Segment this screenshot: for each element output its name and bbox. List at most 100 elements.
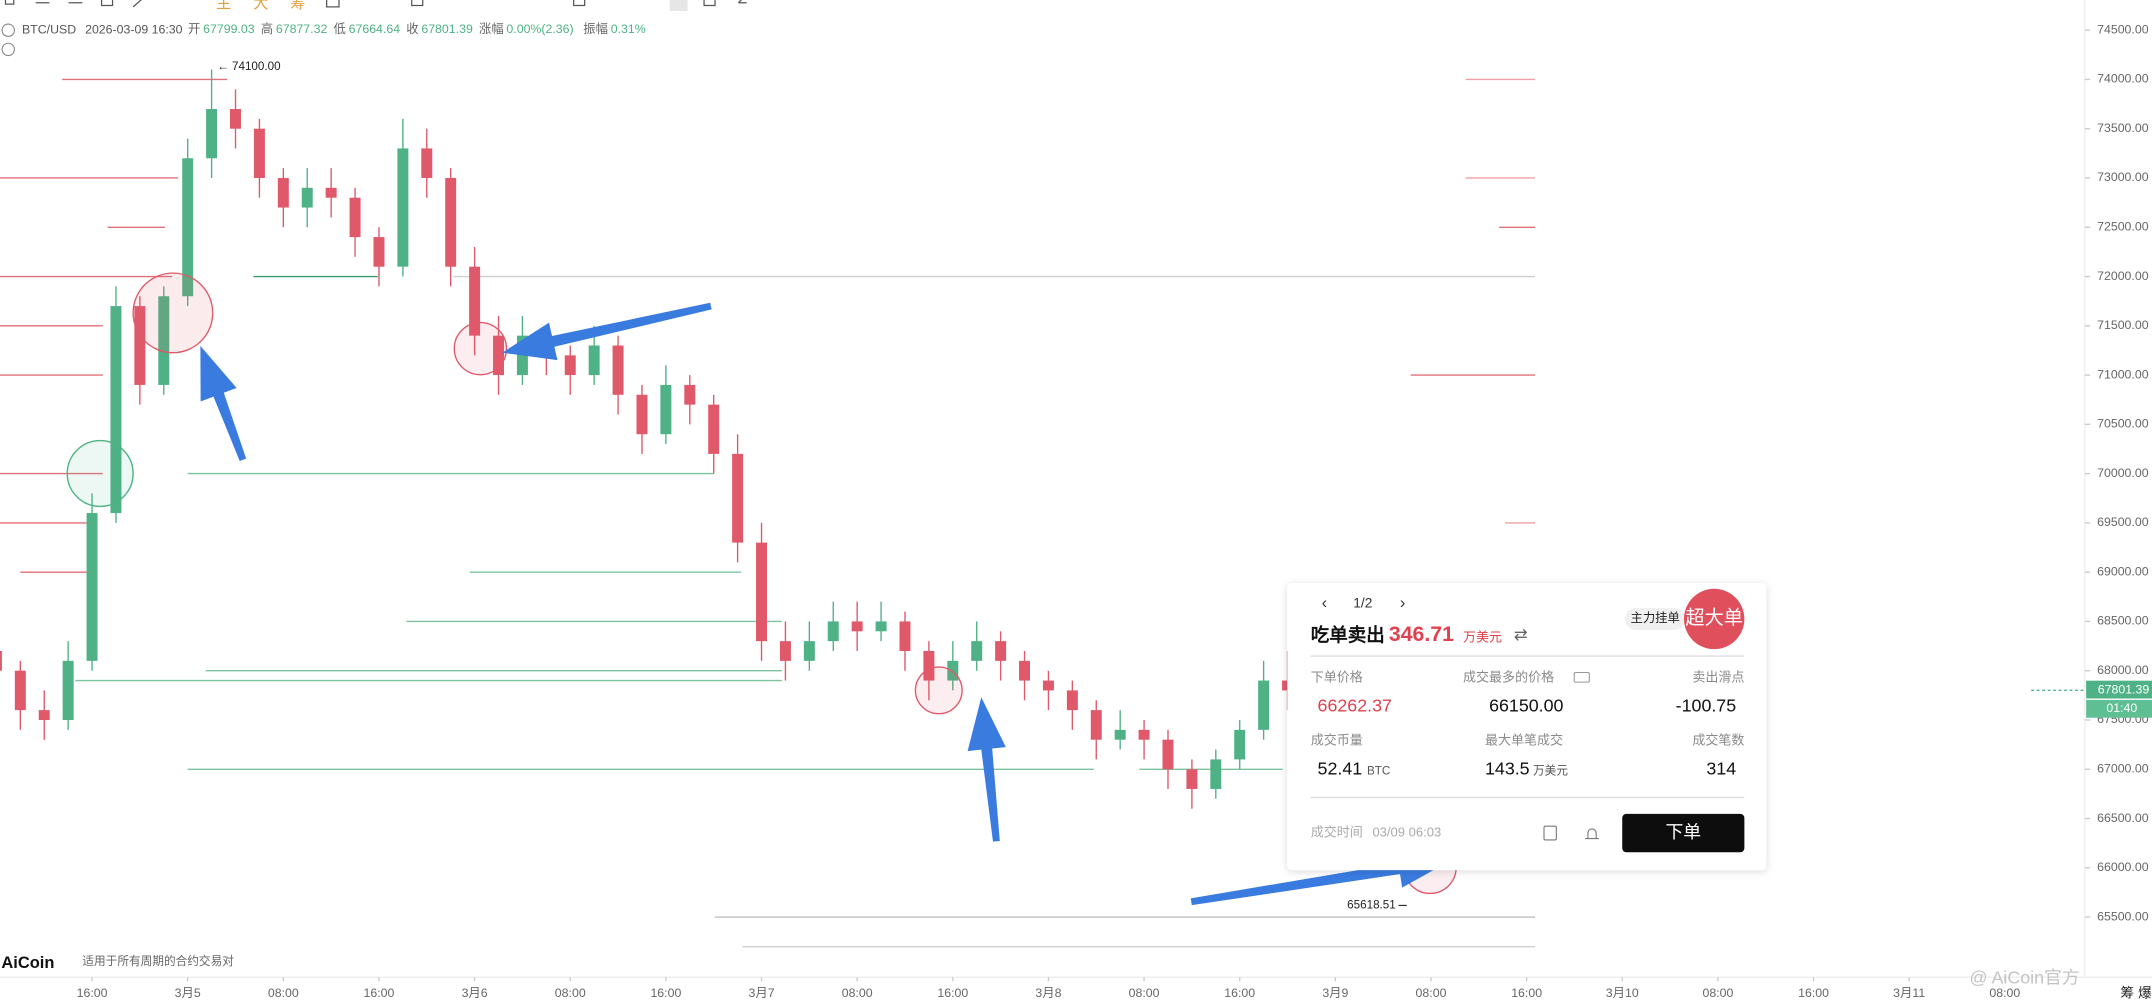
last-price-tag <box>2086 680 2152 699</box>
x-tick-label: 08:00 <box>842 986 873 1000</box>
y-tick-label: 74500.00 <box>2097 22 2149 36</box>
candle-body <box>38 710 50 720</box>
tool-icon-active[interactable] <box>669 0 688 11</box>
ohlc-value: 67799.03 <box>203 22 255 36</box>
corner-label: 筹 爆 <box>2120 984 2152 1000</box>
ohlc-value: 67801.39 <box>421 22 473 36</box>
candle-body <box>1019 660 1031 681</box>
panel-tag: 主力挂单 <box>1630 611 1679 625</box>
candle-body <box>1066 690 1078 711</box>
candle-body <box>1114 729 1126 740</box>
x-tick-label: 3月9 <box>1322 986 1348 1000</box>
order-button-label[interactable]: 下单 <box>1665 822 1701 842</box>
x-tick-label: 08:00 <box>1129 986 1160 1000</box>
tag-pill <box>1624 608 1686 630</box>
ohlc-label: 高 <box>261 21 273 36</box>
y-tick-label: 66000.00 <box>2097 860 2149 874</box>
time-label: 成交时间 <box>1311 825 1363 840</box>
x-tick-label: 16:00 <box>364 986 395 1000</box>
candle-body <box>756 542 768 642</box>
field-value: 52.41 <box>1318 759 1363 779</box>
candle-body <box>947 660 959 681</box>
tool-icon[interactable] <box>573 0 586 7</box>
candle-body <box>564 355 576 376</box>
arrow <box>200 345 247 461</box>
x-tick-label: 16:00 <box>937 986 968 1000</box>
x-tick-label: 16:00 <box>1798 986 1829 1000</box>
field-value: 143.5 <box>1485 759 1530 779</box>
arrows <box>200 302 1451 906</box>
panel-amount-unit: 万美元 <box>1463 630 1502 645</box>
candle-body <box>875 621 887 632</box>
collapse-icon[interactable] <box>1 23 15 37</box>
candle-body <box>923 651 935 681</box>
field-value: -100.75 <box>1676 696 1737 716</box>
y-tick-label: 73500.00 <box>2097 121 2149 135</box>
note-icon[interactable] <box>1543 825 1557 841</box>
ohlc-value: 67664.64 <box>349 22 401 36</box>
candle-body <box>397 148 409 267</box>
footer-note: 适用于所有周期的合约交易对 <box>82 954 234 968</box>
candle-body <box>301 187 313 208</box>
low-marker-label: 65618.51 <box>1347 898 1396 911</box>
arrow <box>1190 849 1451 906</box>
panel-title: 吃单卖出 <box>1311 625 1385 646</box>
x-tick-label: 3月5 <box>175 986 201 1000</box>
tool-icon[interactable] <box>4 0 15 5</box>
x-tick-label: 3月10 <box>1606 986 1639 1000</box>
candle-body <box>182 158 194 297</box>
candle-body <box>14 670 26 711</box>
highlight-circle <box>132 272 214 354</box>
candle-body <box>1258 680 1270 730</box>
swap-icon[interactable]: ⇄ <box>1514 626 1528 644</box>
order-levels <box>0 78 1536 948</box>
ohlc-label: 低 <box>334 22 346 36</box>
toolbar-item: 大 <box>253 0 268 12</box>
y-tick-label: 71000.00 <box>2097 367 2149 381</box>
candles: ← 74100.00 65618.51 <box>0 60 1407 911</box>
tool-icon[interactable] <box>703 0 716 7</box>
toolbar-item: 主 <box>216 0 231 12</box>
y-tick-label: 65500.00 <box>2097 909 2149 923</box>
ohlc-label: 收 <box>406 22 418 36</box>
bell-icon[interactable] <box>1585 828 1599 840</box>
order-button[interactable] <box>1622 813 1745 853</box>
candle-body <box>1042 680 1054 691</box>
next-button[interactable]: › <box>1400 594 1405 612</box>
candle-body <box>206 108 218 159</box>
candle-body <box>636 394 648 435</box>
field-label: 卖出滑点 <box>1692 669 1744 684</box>
candle-body <box>1090 710 1102 740</box>
tool-icon[interactable] <box>132 0 144 8</box>
candle-body <box>1138 729 1150 740</box>
x-tick-label: 3月11 <box>1893 986 1925 1000</box>
candle-body <box>110 306 122 514</box>
tool-icon[interactable] <box>411 0 424 7</box>
y-tick-label: 72000.00 <box>2097 269 2149 283</box>
undo-icon[interactable] <box>737 0 747 4</box>
watermark: @ AiCoin官方 <box>1969 967 2079 987</box>
expand-icon[interactable] <box>1 42 15 57</box>
logo: AiCoin <box>1 954 54 972</box>
candle-body <box>325 187 337 198</box>
field-label: 成交笔数 <box>1692 733 1744 748</box>
candle-body <box>158 296 170 385</box>
y-tick-label: 68500.00 <box>2097 614 2149 628</box>
candle-body <box>827 621 839 642</box>
candle-body <box>732 453 744 543</box>
tool-icon[interactable] <box>326 0 340 8</box>
field-label: 最大单笔成交 <box>1485 733 1563 748</box>
prev-button[interactable]: ‹ <box>1322 594 1327 612</box>
x-tick-label: 08:00 <box>1989 986 2020 1000</box>
time-value: 03/09 06:03 <box>1372 825 1441 840</box>
ohlc-value: 0.31% <box>611 22 646 36</box>
highlight-circle <box>914 666 963 715</box>
tool-icon[interactable] <box>100 0 114 7</box>
candle-body <box>277 177 289 208</box>
candle-body <box>660 384 672 435</box>
field-value: 314 <box>1706 759 1736 779</box>
x-tick-label: 3月8 <box>1035 986 1061 1000</box>
y-tick-label: 70500.00 <box>2097 417 2149 431</box>
candle-body <box>779 641 791 661</box>
x-tick-label: 08:00 <box>268 986 299 1000</box>
